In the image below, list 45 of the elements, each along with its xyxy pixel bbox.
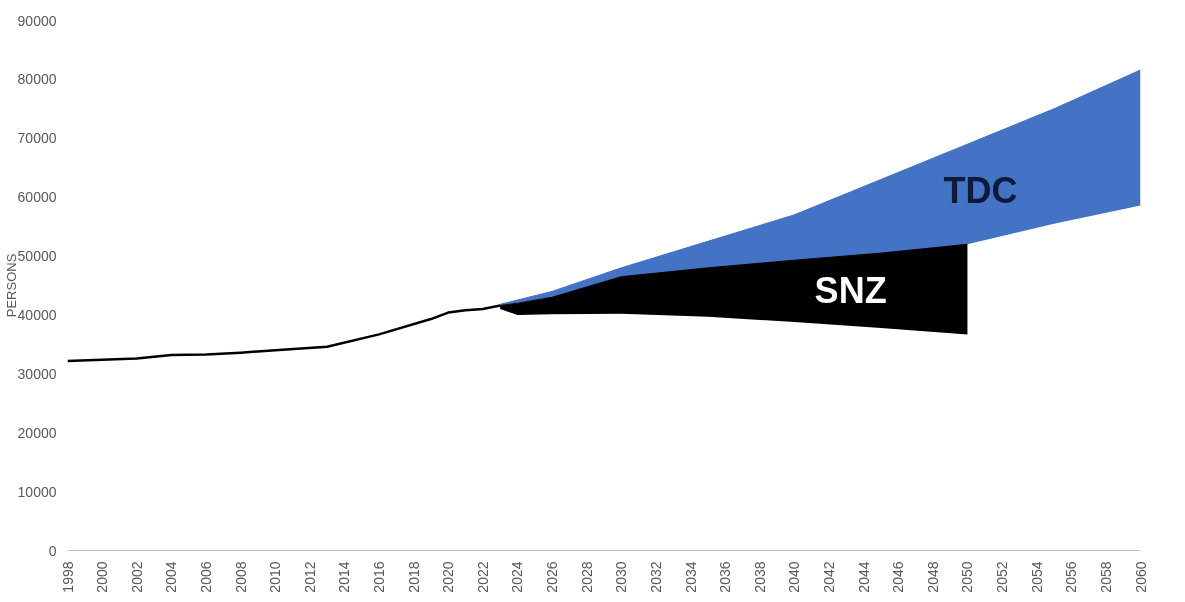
x-tick-label: 2044 <box>855 561 872 593</box>
x-tick-label: 2016 <box>371 561 388 593</box>
y-axis-title: PERSONS <box>3 253 19 318</box>
x-tick-label: 2024 <box>509 561 526 593</box>
y-tick-label: 60000 <box>17 189 57 206</box>
x-tick-label: 2004 <box>163 561 180 593</box>
y-tick-label: 70000 <box>17 130 57 147</box>
x-tick-label: 2048 <box>924 561 941 593</box>
x-tick-label: 2056 <box>1063 561 1080 593</box>
x-tick-label: 2052 <box>994 561 1011 593</box>
y-tick-label: 0 <box>48 542 57 559</box>
y-tick-label: 40000 <box>17 306 57 323</box>
x-tick-label: 2018 <box>405 561 422 593</box>
x-tick-label: 2002 <box>128 561 145 593</box>
y-tick-label: 90000 <box>17 12 57 29</box>
y-tick-label: 50000 <box>17 248 57 265</box>
x-tick-label: 2032 <box>647 561 664 593</box>
y-tick-label: 20000 <box>17 424 57 441</box>
x-tick-label: 2034 <box>682 561 699 593</box>
series-label: TDC <box>943 169 1018 211</box>
x-tick-label: 2060 <box>1132 561 1149 593</box>
x-tick-label: 2010 <box>267 561 284 593</box>
x-tick-label: 2054 <box>1028 561 1045 593</box>
x-tick-label: 2028 <box>578 561 595 593</box>
x-tick-label: 2012 <box>301 561 318 593</box>
x-tick-label: 2042 <box>820 561 837 593</box>
x-tick-label: 2000 <box>94 561 111 593</box>
x-tick-label: 2006 <box>197 561 214 593</box>
x-tick-label: 2022 <box>474 561 491 593</box>
y-tick-label: 80000 <box>17 71 57 88</box>
x-tick-label: 2058 <box>1097 561 1114 593</box>
x-tick-label: 2038 <box>751 561 768 593</box>
x-tick-label: 2050 <box>959 561 976 593</box>
x-tick-label: 2026 <box>544 561 561 593</box>
x-tick-label: 2008 <box>232 561 249 593</box>
y-tick-label: 30000 <box>17 365 57 382</box>
x-tick-label: 2046 <box>890 561 907 593</box>
x-tick-label: 1998 <box>59 561 76 593</box>
x-tick-label: 2036 <box>717 561 734 593</box>
series-label: SNZ <box>814 270 887 312</box>
x-tick-label: 2020 <box>440 561 457 593</box>
x-tick-label: 2014 <box>336 561 353 593</box>
x-tick-label: 2040 <box>786 561 803 593</box>
y-tick-label: 10000 <box>17 483 57 500</box>
x-tick-label: 2030 <box>613 561 630 593</box>
